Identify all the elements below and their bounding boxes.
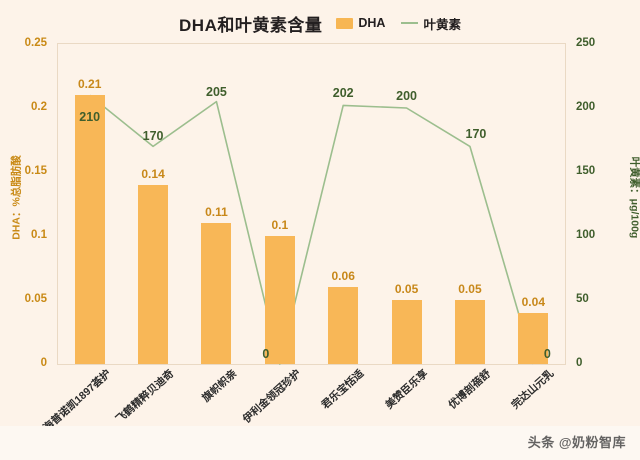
chart-legend: DHA 叶黄素 (336, 14, 461, 33)
y-axis-left-tick: 0.05 (24, 293, 47, 305)
line-value-label: 170 (465, 127, 487, 142)
x-axis-label[interactable]: 完达山元乳 (509, 367, 557, 412)
bar[interactable] (391, 300, 422, 364)
watermark-bar (0, 426, 640, 460)
y-axis-left-ticks: 0 0.05 0.1 0.15 0.2 0.25 (0, 37, 53, 369)
line-value-label: 200 (396, 89, 417, 103)
x-axis-label[interactable]: 伊利金领冠珍护 (240, 367, 304, 426)
legend-label-dha: DHA (358, 16, 386, 30)
y-axis-right-tick: 150 (576, 165, 596, 177)
bar[interactable] (328, 287, 359, 364)
bar[interactable] (74, 95, 105, 364)
x-axis-label[interactable]: 海普诺凯1897荟护 (40, 367, 114, 435)
y-axis-left-title: DHA：%总脂肪酸 (10, 155, 23, 240)
y-axis-right-tick: 200 (576, 101, 596, 113)
bar-value-label: 0.05 (458, 282, 482, 296)
bar-value-label: 0.04 (521, 294, 545, 309)
y-axis-right-title: 叶黄素：μg/100g (628, 156, 640, 239)
y-axis-right-tick: 100 (576, 229, 596, 241)
bar[interactable] (264, 236, 295, 364)
y-axis-left-tick: 0.1 (31, 229, 47, 241)
line-value-label: 0 (262, 347, 270, 361)
line-value-label: 210 (79, 110, 101, 125)
y-axis-left-tick: 0.2 (31, 101, 47, 113)
x-axis-label[interactable]: 旗帜帜亲 (200, 367, 240, 405)
y-axis-right-tick: 50 (576, 293, 589, 305)
legend-bar-swatch-icon (336, 17, 354, 29)
plot-inner: 0.21 0.14 0.11 0.1 0.06 0.05 0.05 0.04 210 170 205… (58, 44, 565, 365)
lutein-line-series (89, 94, 535, 365)
legend-item-lutein[interactable]: 叶黄素 (401, 14, 461, 33)
bar-value-label: 0.06 (331, 269, 355, 284)
chart-header: DHA和叶黄素含量 DHA 叶黄素 (0, 8, 640, 38)
bar-value-label: 0.11 (205, 205, 228, 220)
line-value-label: 205 (206, 84, 227, 99)
bar-value-label: 0.21 (78, 77, 102, 92)
bar[interactable] (201, 223, 232, 364)
x-axis-label[interactable]: 君乐宝恬适 (319, 367, 367, 412)
y-axis-left-tick: 0.15 (24, 165, 47, 177)
page-title: DHA和叶黄素含量 (179, 15, 323, 35)
bar[interactable] (138, 184, 169, 364)
legend-label-lutein: 叶黄素 (423, 17, 461, 32)
x-axis-label[interactable]: 飞鹤精粹贝迪奇 (113, 367, 177, 426)
bar[interactable] (454, 300, 485, 364)
plot-area: 0.21 0.14 0.11 0.1 0.06 0.05 0.05 0.04 210 170 205… (57, 43, 566, 365)
lutein-polyline (89, 94, 535, 365)
watermark-text: 头条 @奶粉智库 (527, 435, 626, 450)
line-value-label: 0 (543, 347, 551, 361)
bar-value-label: 0.1 (271, 218, 289, 232)
y-axis-right-tick: 250 (576, 37, 596, 49)
bar-value-label: 0.05 (394, 282, 419, 296)
y-axis-right-tick: 0 (576, 357, 583, 369)
bar[interactable] (518, 312, 549, 364)
y-axis-right-ticks: 0 50 100 150 200 250 (570, 37, 620, 369)
bar-value-label: 0.14 (141, 166, 165, 181)
y-axis-left-tick: 0 (40, 357, 47, 369)
y-axis-left-tick: 0.25 (24, 37, 47, 49)
legend-item-dha[interactable]: DHA (336, 16, 385, 30)
line-value-label: 202 (332, 86, 354, 101)
x-axis-label[interactable]: 优博剖蓓舒 (446, 367, 494, 412)
x-axis-label[interactable]: 美赞臣乐享 (382, 367, 430, 412)
line-value-label: 170 (142, 129, 164, 144)
legend-line-swatch-icon (401, 22, 419, 24)
